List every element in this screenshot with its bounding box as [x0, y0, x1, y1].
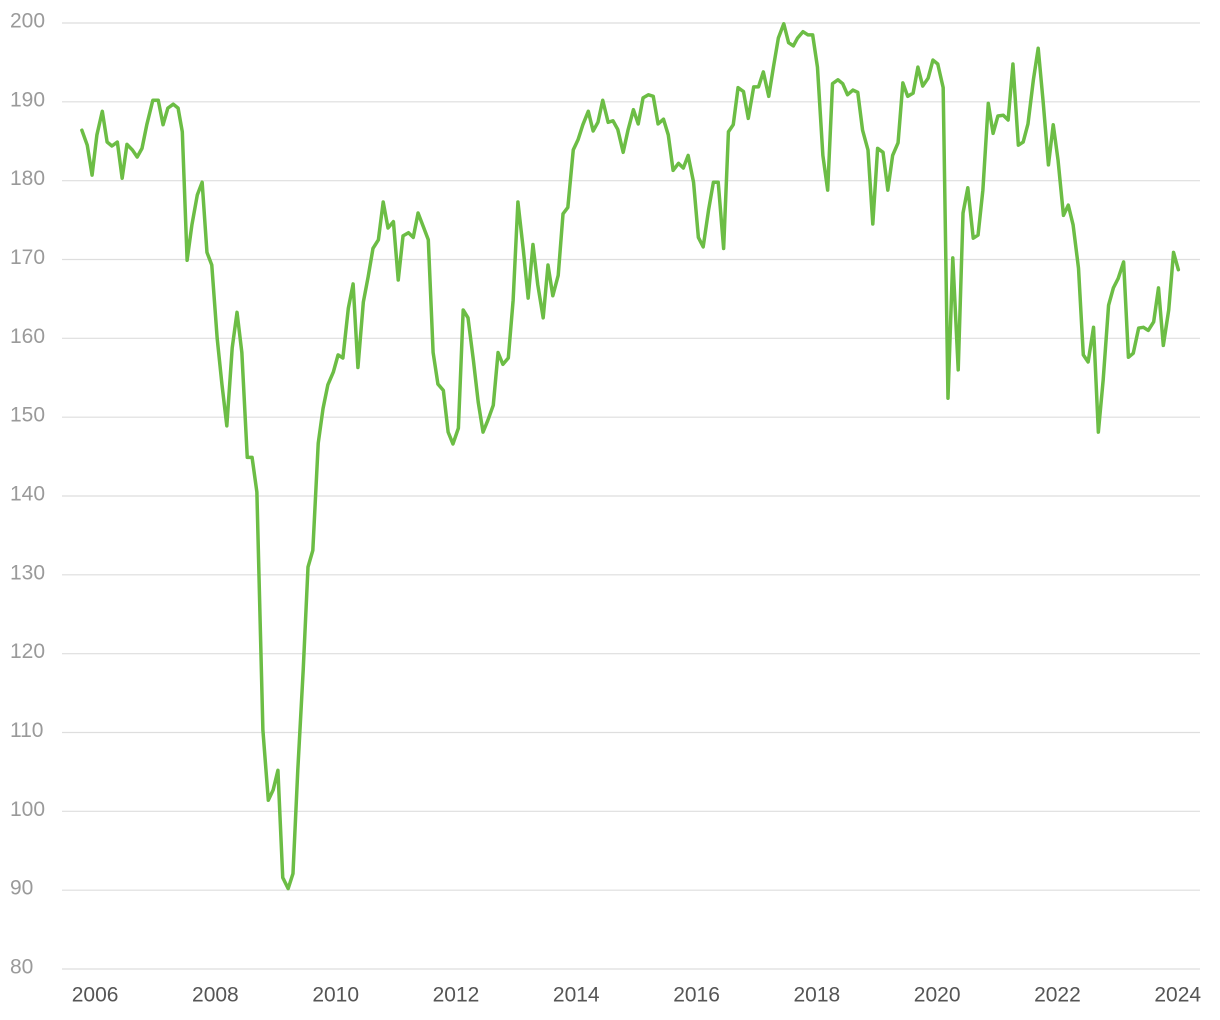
y-tick-label: 170: [10, 246, 45, 269]
data-line: [80, 22, 1181, 891]
x-tick-label: 2022: [1034, 984, 1081, 1007]
x-tick-label: 2008: [192, 984, 239, 1007]
x-tick-label: 2012: [433, 984, 480, 1007]
y-tick-label: 150: [10, 404, 45, 427]
x-tick-label: 2024: [1154, 984, 1201, 1007]
y-tick-label: 140: [10, 483, 45, 506]
y-tick-label: 130: [10, 561, 45, 584]
x-tick-label: 2014: [553, 984, 600, 1007]
y-tick-label: 200: [10, 10, 45, 33]
y-tick-label: 160: [10, 325, 45, 348]
x-tick-label: 2016: [673, 984, 720, 1007]
y-tick-label: 110: [10, 719, 43, 742]
y-tick-label: 120: [10, 640, 45, 663]
x-tick-label: 2010: [312, 984, 359, 1007]
x-tick-label: 2020: [914, 984, 961, 1007]
y-tick-label: 190: [10, 88, 45, 111]
y-tick-label: 90: [10, 877, 33, 900]
y-tick-label: 180: [10, 167, 45, 190]
y-tick-label: 80: [10, 956, 33, 979]
x-tick-label: 2006: [72, 984, 119, 1007]
y-tick-label: 100: [10, 798, 45, 821]
x-tick-label: 2018: [793, 984, 840, 1007]
